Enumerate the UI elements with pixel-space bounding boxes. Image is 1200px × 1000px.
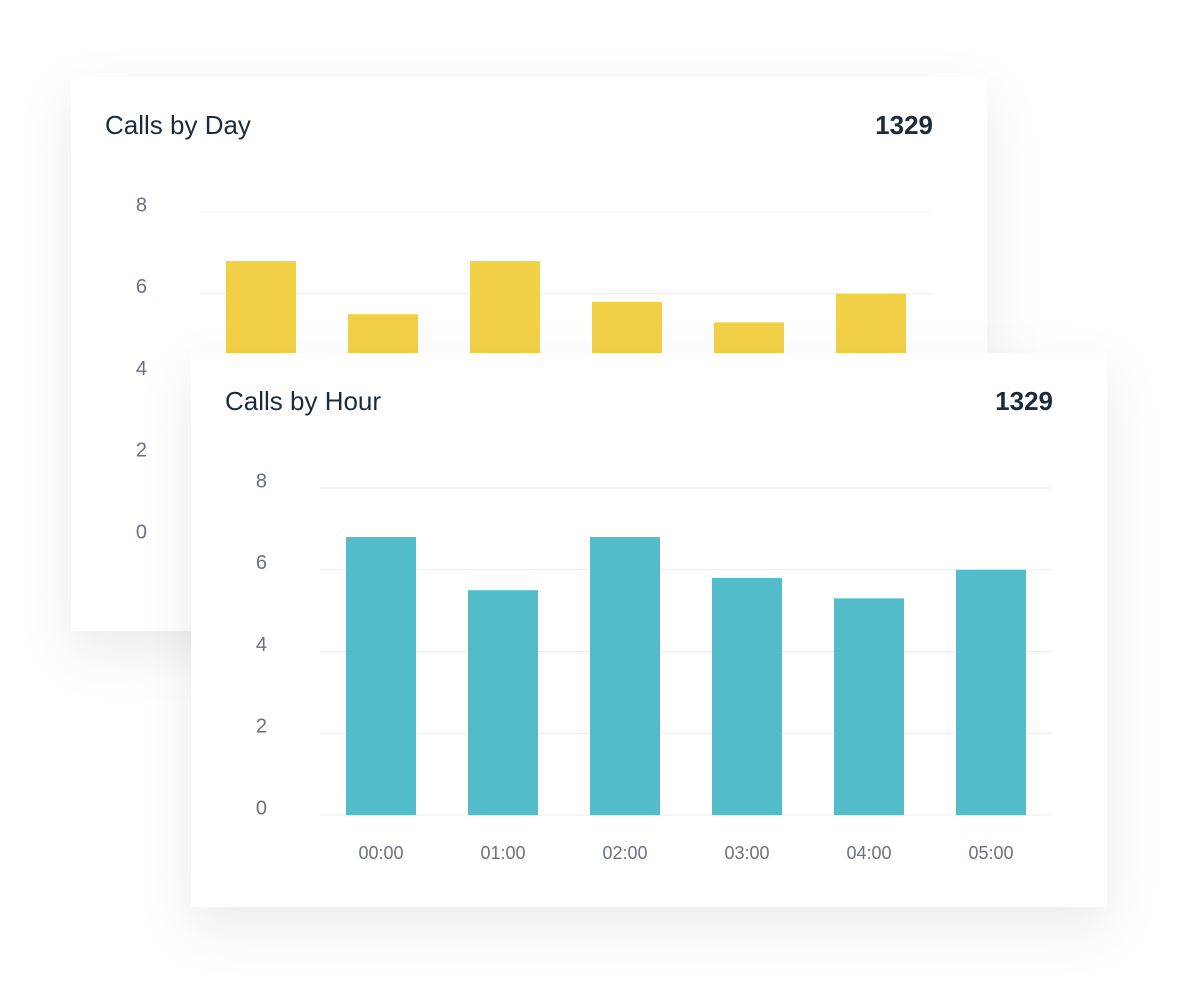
bar: [834, 598, 904, 815]
bar: [590, 537, 660, 815]
y-tick-label: 8: [136, 194, 147, 216]
x-tick-label: 04:00: [846, 843, 891, 863]
card-title: Calls by Hour: [225, 386, 381, 416]
x-tick-label: 01:00: [480, 843, 525, 863]
y-tick-label: 6: [136, 276, 147, 298]
card-total: 1329: [995, 386, 1053, 416]
card-total: 1329: [875, 110, 933, 140]
y-tick-label: 2: [136, 440, 147, 462]
x-tick-label: 02:00: [602, 843, 647, 863]
x-tick-label: 03:00: [724, 843, 769, 863]
x-tick-label: 00:00: [358, 843, 403, 863]
x-tick-label: 05:00: [968, 843, 1013, 863]
card-front: Calls by Hour 1329 0 2 4 6 8 00:00 01:00 02:00 03:…: [191, 353, 1107, 907]
y-tick-label: 8: [256, 470, 267, 492]
y-tick-label: 0: [136, 521, 147, 543]
bar: [468, 590, 538, 815]
y-tick-label: 4: [136, 358, 147, 380]
bar: [956, 569, 1026, 815]
bar: [346, 537, 416, 815]
bar: [712, 577, 782, 815]
y-tick-label: 0: [256, 797, 267, 819]
y-tick-label: 6: [256, 552, 267, 574]
card-title: Calls by Day: [105, 110, 251, 140]
y-tick-label: 2: [256, 716, 267, 738]
y-tick-label: 4: [256, 634, 267, 656]
